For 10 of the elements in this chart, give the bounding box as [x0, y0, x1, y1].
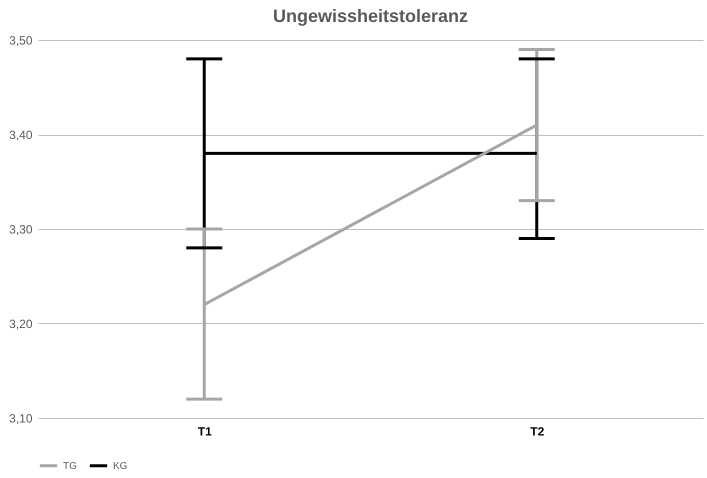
y-tick-label: 3,40	[9, 128, 33, 142]
chart-title: Ungewissheitstoleranz	[272, 6, 468, 26]
y-tick-label: 3,20	[9, 317, 33, 331]
x-tick-label: T2	[530, 424, 545, 438]
y-tick-label: 3,10	[9, 412, 33, 426]
legend-label: TG	[63, 460, 78, 472]
y-tick-label: 3,50	[9, 34, 33, 48]
legend-label: KG	[113, 460, 128, 472]
y-tick-label: 3,30	[9, 222, 33, 236]
x-tick-label: T1	[198, 424, 212, 438]
